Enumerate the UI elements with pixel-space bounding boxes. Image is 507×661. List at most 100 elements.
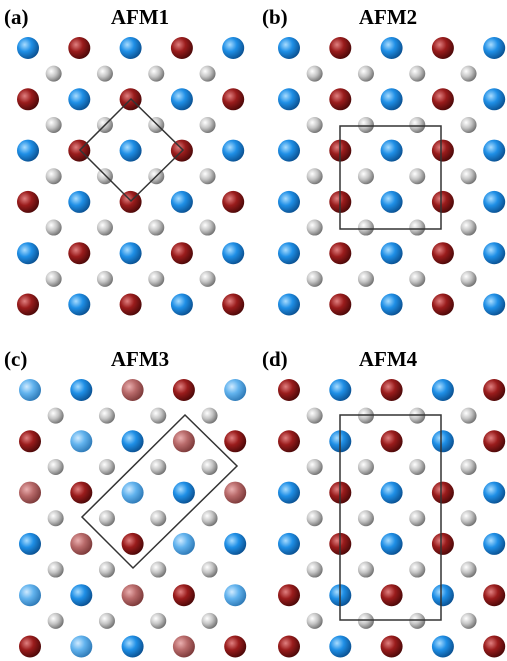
red-atom <box>483 636 505 658</box>
grey-atom <box>358 220 374 236</box>
grey-atom <box>461 613 477 629</box>
grey-atom <box>97 271 113 287</box>
grey-atom <box>97 66 113 82</box>
red-atom <box>173 584 195 606</box>
grey-atom <box>461 510 477 526</box>
blue-atom <box>120 242 142 264</box>
red-atom <box>278 584 300 606</box>
red-atom <box>68 37 90 59</box>
grey-atom <box>409 117 425 133</box>
red-atom <box>381 584 403 606</box>
grey-atom <box>307 271 323 287</box>
red-atom <box>122 533 144 555</box>
blue-atom <box>432 636 454 658</box>
blue-atom <box>483 294 505 316</box>
blue-atom <box>381 88 403 110</box>
blue-atom <box>19 584 41 606</box>
red-atom <box>381 430 403 452</box>
blue-atom <box>224 379 246 401</box>
grey-atom <box>200 168 216 184</box>
red-atom <box>222 294 244 316</box>
blue-atom <box>381 37 403 59</box>
grey-atom <box>46 66 62 82</box>
blue-atom <box>483 191 505 213</box>
red-atom <box>432 88 454 110</box>
red-atom <box>432 533 454 555</box>
blue-atom <box>432 584 454 606</box>
blue-atom <box>432 430 454 452</box>
red-atom <box>173 379 195 401</box>
red-atom <box>381 379 403 401</box>
grey-atom <box>150 562 166 578</box>
blue-atom <box>483 242 505 264</box>
grey-atom <box>99 459 115 475</box>
grey-atom <box>358 613 374 629</box>
grey-atom <box>150 510 166 526</box>
unit-cell <box>82 415 237 568</box>
grey-atom <box>409 220 425 236</box>
blue-atom <box>278 482 300 504</box>
red-atom <box>224 636 246 658</box>
blue-atom <box>329 636 351 658</box>
grey-atom <box>200 220 216 236</box>
blue-atom <box>17 242 39 264</box>
grey-atom <box>148 271 164 287</box>
red-atom <box>70 482 92 504</box>
grey-atom <box>48 613 64 629</box>
blue-atom <box>171 191 193 213</box>
grey-atom <box>148 66 164 82</box>
blue-atom <box>224 584 246 606</box>
grey-atom <box>461 66 477 82</box>
grey-atom <box>409 459 425 475</box>
panel-label: (d) <box>262 347 288 371</box>
grey-atom <box>99 408 115 424</box>
blue-atom <box>222 37 244 59</box>
grey-atom <box>307 510 323 526</box>
grey-atom <box>409 66 425 82</box>
red-atom <box>70 533 92 555</box>
grey-atom <box>461 459 477 475</box>
grey-atom <box>461 562 477 578</box>
grey-atom <box>409 168 425 184</box>
blue-atom <box>19 533 41 555</box>
grey-atom <box>358 117 374 133</box>
grey-atom <box>307 613 323 629</box>
red-atom <box>432 191 454 213</box>
grey-atom <box>48 459 64 475</box>
blue-atom <box>381 140 403 162</box>
grey-atom <box>46 117 62 133</box>
red-atom <box>381 636 403 658</box>
grey-atom <box>150 459 166 475</box>
blue-atom <box>483 37 505 59</box>
blue-atom <box>173 482 195 504</box>
panel-label: (a) <box>4 5 29 29</box>
blue-atom <box>122 482 144 504</box>
panel-title: AFM4 <box>359 347 418 371</box>
grey-atom <box>99 510 115 526</box>
red-atom <box>432 140 454 162</box>
blue-atom <box>381 242 403 264</box>
red-atom <box>171 242 193 264</box>
red-atom <box>19 430 41 452</box>
figure: (a) AFM1 (b) AFM2 (c) AFM3 (d) AFM4 <box>0 0 507 661</box>
grey-atom <box>202 510 218 526</box>
grey-atom <box>150 613 166 629</box>
grey-atom <box>48 562 64 578</box>
grey-atom <box>307 459 323 475</box>
blue-atom <box>278 37 300 59</box>
grey-atom <box>307 562 323 578</box>
grey-atom <box>48 510 64 526</box>
grey-atom <box>150 408 166 424</box>
grey-atom <box>358 510 374 526</box>
red-atom <box>17 88 39 110</box>
panel-title: AFM1 <box>111 5 169 29</box>
red-atom <box>278 379 300 401</box>
blue-atom <box>171 294 193 316</box>
red-atom <box>17 191 39 213</box>
blue-atom <box>432 379 454 401</box>
grey-atom <box>202 562 218 578</box>
grey-atom <box>461 117 477 133</box>
grey-atom <box>307 168 323 184</box>
grey-atom <box>358 66 374 82</box>
blue-atom <box>278 242 300 264</box>
